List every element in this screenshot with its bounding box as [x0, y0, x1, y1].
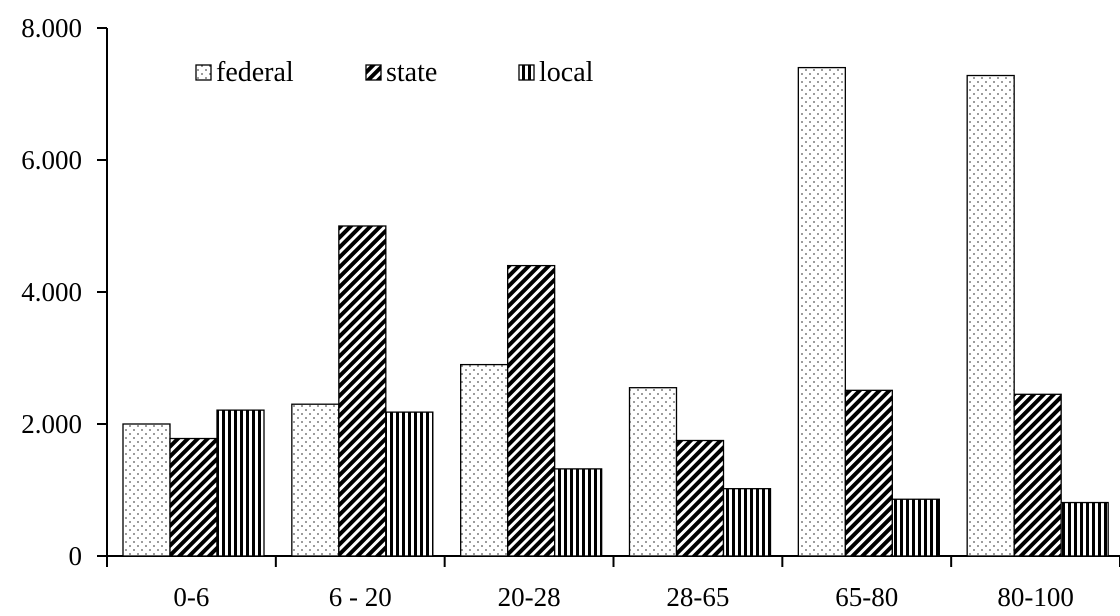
bar-state-0	[169, 437, 218, 557]
axes	[97, 27, 1120, 567]
bar-state-3	[675, 439, 725, 557]
y-tick-label: 6.000	[21, 145, 82, 175]
bar-local-5	[1060, 501, 1109, 557]
bar-state-5	[1013, 393, 1062, 557]
bar-federal-0	[122, 423, 171, 557]
bar-federal-3	[628, 387, 678, 557]
legend: federal state local	[195, 57, 594, 88]
bar-federal-1	[291, 403, 340, 557]
y-tick-label: 2.000	[21, 409, 82, 439]
x-tick-label: 65-80	[835, 582, 898, 612]
tick-labels: 0 2.000 4.000 6.000 8.000 0-6 6 - 20 20-28 28-65…	[21, 13, 1074, 612]
x-tick-label: 80-100	[997, 582, 1074, 612]
bar-local-0	[216, 409, 265, 557]
x-tick-label: 6 - 20	[329, 582, 392, 612]
bar-federal-5	[966, 74, 1015, 557]
legend-swatch-state	[365, 64, 382, 81]
bar-local-4	[891, 498, 940, 557]
y-tick-label: 4.000	[21, 277, 82, 307]
legend-swatch-local	[518, 64, 535, 81]
bar-state-4	[844, 389, 893, 557]
bar-local-2	[554, 468, 603, 557]
y-tick-label: 8.000	[21, 13, 82, 43]
legend-swatch-federal	[195, 64, 212, 81]
bars	[122, 66, 1109, 557]
bar-federal-2	[460, 363, 509, 557]
bar-local-1	[385, 411, 434, 557]
x-tick-label: 0-6	[173, 582, 209, 612]
legend-label-federal: federal	[216, 57, 294, 88]
x-tick-label: 28-65	[666, 582, 729, 612]
bar-federal-4	[797, 66, 846, 557]
bar-state-2	[507, 264, 556, 557]
legend-label-local: local	[539, 57, 594, 88]
bar-state-1	[338, 225, 387, 557]
y-tick-label: 0	[69, 541, 83, 571]
x-tick-label: 20-28	[498, 582, 561, 612]
legend-label-state: state	[386, 57, 437, 88]
bar-local-3	[722, 488, 772, 557]
